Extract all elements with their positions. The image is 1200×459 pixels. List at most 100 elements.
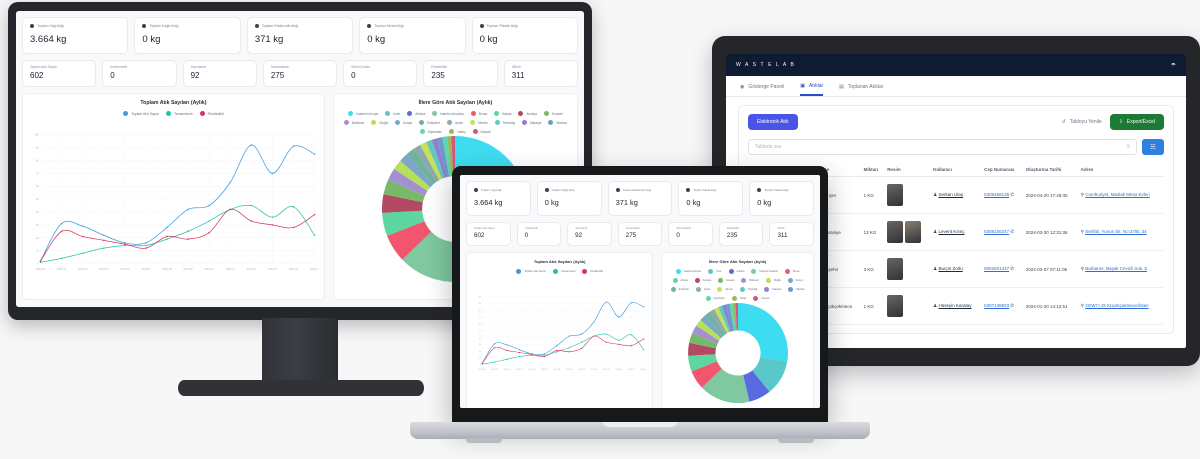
legend-item[interactable]: İzmir bbox=[708, 269, 722, 274]
pie-chart-title: İllere Göre Atık Sayıları (Aylık) bbox=[708, 259, 767, 264]
legend-item[interactable]: Ankara bbox=[728, 269, 744, 274]
col-adres[interactable]: Adres bbox=[1077, 163, 1164, 177]
legend-item[interactable]: İzmir bbox=[385, 111, 400, 116]
legend-item[interactable]: Antalya bbox=[518, 111, 537, 116]
legend-item[interactable]: Aydın bbox=[695, 287, 710, 292]
col-cep-numarasi[interactable]: Cep Numarası bbox=[981, 163, 1023, 177]
svg-text:80: 80 bbox=[479, 310, 481, 312]
waste-photo[interactable] bbox=[887, 295, 904, 317]
user-link[interactable]: Serkan Ulaş bbox=[938, 192, 963, 197]
legend-item[interactable]: Toplam Atık Sayısı bbox=[123, 111, 159, 116]
counter-value: 602 bbox=[474, 232, 485, 239]
user-link[interactable]: Hüseyin Karatay bbox=[938, 303, 972, 308]
address-link[interactable]: 2GW7+JX Küçükçekmece/İstan bbox=[1085, 303, 1149, 308]
search-icon[interactable]: ⚲ bbox=[1126, 144, 1130, 150]
legend-item[interactable]: Antalya bbox=[694, 278, 711, 283]
legend-item[interactable]: Manisa bbox=[788, 287, 805, 292]
counter-label: İncelemede bbox=[524, 227, 538, 230]
refresh-table-button[interactable]: ↺ Tabloyu Yenile bbox=[1061, 119, 1102, 125]
waste-photo[interactable] bbox=[905, 221, 922, 243]
legend-item[interactable]: Reddedildi bbox=[199, 111, 224, 116]
svg-text:2023-04: 2023-04 bbox=[78, 268, 88, 271]
user-link[interactable]: Levent Kılınç bbox=[938, 229, 965, 234]
legend-item[interactable]: İstanbul Anadolu bbox=[751, 269, 778, 274]
svg-text:2023-06: 2023-06 bbox=[528, 369, 535, 371]
legend-item[interactable]: Tamamlandı bbox=[166, 111, 193, 116]
kpi-card: Toplam Yağ Atığı 3.664 kg bbox=[22, 17, 129, 54]
person-icon: ♟ bbox=[933, 192, 938, 197]
legend-item[interactable]: Eskişehir bbox=[670, 287, 689, 292]
legend-item[interactable]: Tekirdağ bbox=[494, 120, 515, 125]
waste-photo[interactable] bbox=[887, 221, 904, 243]
legend-item[interactable]: Hatay bbox=[449, 129, 466, 134]
legend-item[interactable]: Diyarbakır bbox=[705, 296, 725, 301]
legend-item[interactable]: Tamamlandı bbox=[553, 269, 575, 274]
legend-item[interactable]: Eskişehir bbox=[419, 120, 440, 125]
kpi-card: Toplam Metal Atığı 0 kg bbox=[678, 181, 744, 216]
col-miktari[interactable]: Miktarı bbox=[860, 163, 885, 177]
legend-item[interactable]: Hatay bbox=[731, 296, 746, 301]
user-link[interactable]: Burçin Zorlu bbox=[938, 266, 963, 271]
legend-item[interactable]: Kayseri bbox=[472, 129, 491, 134]
col-resim[interactable]: Resim bbox=[884, 163, 931, 177]
legend-item[interactable]: Muğla bbox=[371, 120, 388, 125]
legend-item[interactable]: Mersin bbox=[470, 120, 488, 125]
col-olusturma-tarihi[interactable]: Oluşturma Tarihi bbox=[1022, 163, 1078, 177]
legend-item[interactable]: Balıkesir bbox=[741, 278, 759, 283]
phone-link[interactable]: 5305469138 bbox=[984, 192, 1010, 197]
legend-item[interactable]: Balıkesir bbox=[344, 120, 364, 125]
line-chart-legend: Toplam Atık Sayısı Tamamlandı Reddedildi bbox=[29, 111, 318, 116]
laptop-base bbox=[410, 422, 870, 439]
legend-item[interactable]: Mersin bbox=[717, 287, 733, 292]
legend-item[interactable]: Reddedildi bbox=[582, 269, 603, 274]
legend-item[interactable]: Toplam Atık Sayısı bbox=[516, 269, 546, 274]
legend-item[interactable]: Tekirdağ bbox=[739, 287, 757, 292]
legend-item[interactable]: Adana bbox=[494, 111, 511, 116]
tab-toplanan-atiklar[interactable]: ▤ Toplanan Atıklar bbox=[839, 84, 884, 90]
kpi-row: Toplam Yağ Atığı 3.664 kg Toplam Kağıt Atı… bbox=[16, 11, 584, 54]
counter-value: 235 bbox=[431, 71, 445, 80]
legend-item[interactable]: Kocaeli bbox=[718, 278, 734, 283]
col-kullanici[interactable]: Kullanıcı bbox=[930, 163, 982, 177]
phone-link[interactable]: 5305106247 bbox=[984, 229, 1010, 234]
waste-photo[interactable] bbox=[887, 184, 904, 206]
legend-item[interactable]: Sakarya bbox=[521, 120, 541, 125]
legend-item[interactable]: Kocaeli bbox=[544, 111, 563, 116]
legend-item[interactable]: Kayseri bbox=[753, 296, 770, 301]
address-link[interactable]: Barbaros, Başak Cevizli Sok. 5 bbox=[1085, 266, 1147, 271]
kpi-label: Toplam Yağ Atığı bbox=[37, 24, 64, 28]
phone-link[interactable]: 5052601447 bbox=[984, 266, 1010, 271]
call-icon: ✆ bbox=[1010, 266, 1015, 271]
legend-item[interactable]: Konya bbox=[787, 278, 803, 283]
call-icon: ✆ bbox=[1010, 229, 1015, 234]
search-input[interactable]: Tabloda ara ⚲ bbox=[748, 139, 1137, 155]
waste-photo[interactable] bbox=[887, 258, 904, 280]
user-icon[interactable]: ☂ bbox=[1170, 62, 1176, 69]
address-link[interactable]: Serifali, Yunus Sk. No:37/B, 34 bbox=[1085, 229, 1147, 234]
legend-item[interactable]: Ankara bbox=[407, 111, 425, 116]
legend-item[interactable]: Konya bbox=[395, 120, 412, 125]
legend-item[interactable]: Manisa bbox=[548, 120, 567, 125]
legend-item[interactable]: Bursa bbox=[784, 269, 799, 274]
kpi-label: Toplam Metal Atığı bbox=[693, 188, 717, 192]
legend-item[interactable]: Muğla bbox=[765, 278, 781, 283]
legend-item[interactable]: Adana bbox=[672, 278, 688, 283]
address-link[interactable]: Cumhuriyet, Maslak Mesa Evleri bbox=[1085, 192, 1150, 197]
svg-text:90: 90 bbox=[479, 303, 481, 305]
tab-atiklar[interactable]: ▣ Atıklar bbox=[800, 83, 824, 96]
legend-item[interactable]: İstanbul Avrupa bbox=[348, 111, 378, 116]
cell-adres: ⚲ 2GW7+JX Küçükçekmece/İstan bbox=[1077, 287, 1164, 325]
tab-gosterge-paneli[interactable]: ◉ Gösterge Paneli bbox=[740, 84, 785, 90]
legend-item[interactable]: Sakarya bbox=[764, 287, 781, 292]
legend-item[interactable]: Diyarbakır bbox=[419, 129, 442, 134]
counter-row: Toplam Atık Sayısı 602 İncelemede 0 Yayınlan… bbox=[460, 216, 820, 252]
legend-item[interactable]: İstanbul Avrupa bbox=[675, 269, 701, 274]
category-button-elektronik-atik[interactable]: Elektronik Atık bbox=[748, 114, 798, 130]
legend-item[interactable]: Bursa bbox=[470, 111, 487, 116]
export-excel-button[interactable]: ⇩ Export/Excel bbox=[1109, 114, 1164, 130]
svg-text:2023-12: 2023-12 bbox=[247, 268, 257, 271]
phone-link[interactable]: 5307148833 bbox=[984, 303, 1010, 308]
legend-item[interactable]: İstanbul Anadolu bbox=[432, 111, 464, 116]
filter-button[interactable]: ☵ bbox=[1142, 139, 1164, 155]
legend-item[interactable]: Aydın bbox=[447, 120, 463, 125]
